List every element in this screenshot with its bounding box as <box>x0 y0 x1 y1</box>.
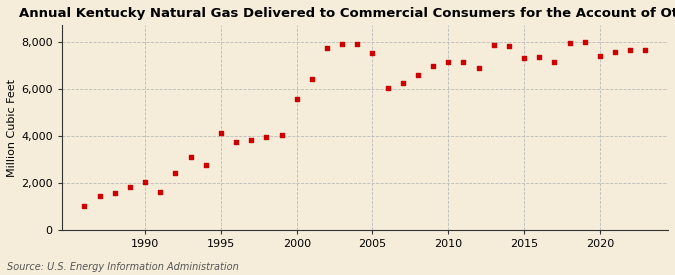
Point <box>428 64 439 69</box>
Point <box>534 55 545 59</box>
Point <box>321 45 332 50</box>
Point <box>579 40 590 44</box>
Point <box>352 42 362 46</box>
Point <box>140 179 151 184</box>
Point <box>306 77 317 82</box>
Point <box>549 59 560 64</box>
Point <box>109 191 120 196</box>
Point <box>382 85 393 90</box>
Point <box>398 81 408 85</box>
Point <box>246 138 256 143</box>
Point <box>155 190 165 194</box>
Point <box>412 72 423 77</box>
Point <box>473 65 484 70</box>
Point <box>640 48 651 52</box>
Point <box>215 131 226 136</box>
Point <box>367 51 378 56</box>
Text: Source: U.S. Energy Information Administration: Source: U.S. Energy Information Administ… <box>7 262 238 272</box>
Point <box>564 41 575 45</box>
Point <box>185 155 196 159</box>
Point <box>458 59 469 64</box>
Point <box>625 48 636 52</box>
Point <box>170 171 181 175</box>
Y-axis label: Million Cubic Feet: Million Cubic Feet <box>7 79 17 177</box>
Title: Annual Kentucky Natural Gas Delivered to Commercial Consumers for the Account of: Annual Kentucky Natural Gas Delivered to… <box>19 7 675 20</box>
Point <box>595 54 605 58</box>
Point <box>518 56 529 60</box>
Point <box>79 204 90 208</box>
Point <box>504 44 514 49</box>
Point <box>95 194 105 198</box>
Point <box>125 185 136 190</box>
Point <box>443 59 454 64</box>
Point <box>276 132 287 137</box>
Point <box>231 139 242 144</box>
Point <box>261 135 272 139</box>
Point <box>610 50 620 54</box>
Point <box>292 97 302 101</box>
Point <box>488 43 499 48</box>
Point <box>200 163 211 167</box>
Point <box>337 42 348 46</box>
